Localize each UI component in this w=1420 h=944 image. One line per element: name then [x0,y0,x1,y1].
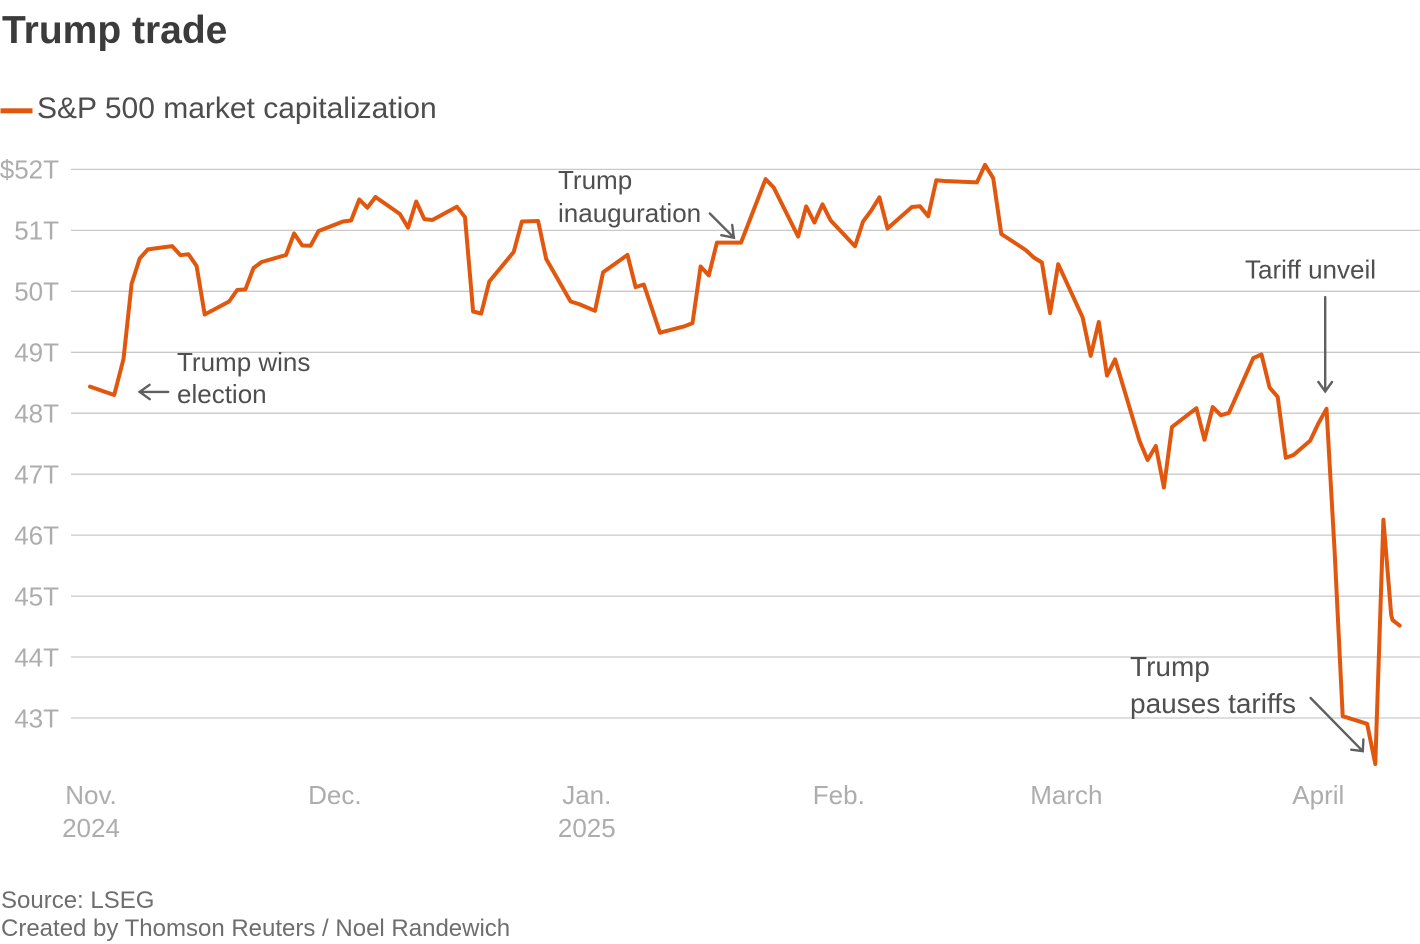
svg-text:50T: 50T [14,277,59,307]
svg-text:51T: 51T [14,216,59,246]
svg-text:S&P 500 market capitalization: S&P 500 market capitalization [37,92,437,125]
svg-text:$52T: $52T [0,155,59,185]
svg-text:43T: 43T [14,703,59,733]
svg-text:46T: 46T [14,520,59,550]
svg-text:2025: 2025 [558,813,616,843]
svg-text:election: election [177,379,267,409]
svg-text:Trump: Trump [1130,651,1210,682]
svg-text:Trump trade: Trump trade [2,9,227,52]
svg-text:Source: LSEG: Source: LSEG [1,887,154,914]
svg-text:inauguration: inauguration [558,198,701,228]
svg-text:March: March [1030,780,1102,810]
svg-text:April: April [1292,780,1344,810]
svg-text:Feb.: Feb. [813,780,865,810]
svg-text:Created by Thomson Reuters / N: Created by Thomson Reuters / Noel Randew… [1,915,510,942]
svg-text:pauses tariffs: pauses tariffs [1130,688,1296,719]
svg-text:45T: 45T [14,581,59,611]
svg-text:2024: 2024 [62,813,120,843]
svg-text:47T: 47T [14,460,59,490]
svg-text:Tariff unveil: Tariff unveil [1245,255,1376,285]
svg-text:Jan.: Jan. [562,780,611,810]
svg-text:Trump: Trump [558,165,632,195]
svg-text:48T: 48T [14,399,59,429]
svg-text:49T: 49T [14,338,59,368]
svg-text:44T: 44T [14,642,59,672]
svg-text:Trump wins: Trump wins [177,347,310,377]
svg-text:Dec.: Dec. [308,780,361,810]
svg-text:Nov.: Nov. [65,780,117,810]
